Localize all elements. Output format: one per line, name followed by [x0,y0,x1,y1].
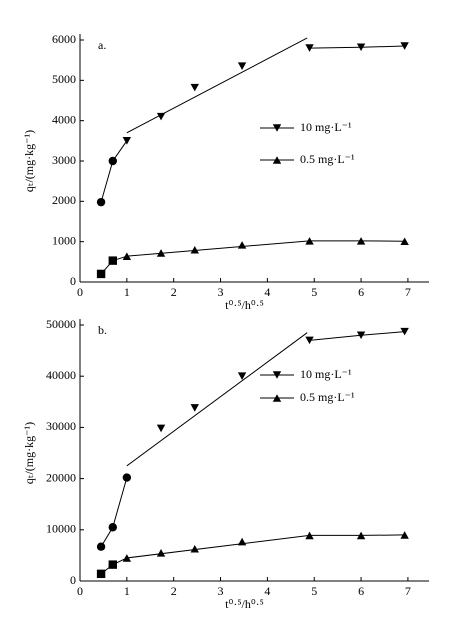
legend-marker [272,394,282,402]
data-point [190,245,199,254]
legend-label: 10 mg·L⁻¹ [300,367,352,381]
x-tick-label: 4 [264,285,270,299]
data-point [122,137,132,145]
data-point [190,83,199,92]
y-tick-label: 40000 [46,368,76,382]
data-point [108,156,117,166]
data-point [356,531,366,540]
x-tick-label: 4 [264,584,270,598]
data-point [156,424,166,433]
y-tick-label: 0 [70,573,76,587]
legend-label: 0.5 mg·L⁻¹ [300,390,355,404]
data-point [305,237,314,245]
data-point [305,44,314,52]
y-tick-label: 4000 [52,112,76,126]
y-tick-label: 10000 [46,522,76,536]
data-point [108,256,117,265]
y-axis-label: qₜ/(mg·kg⁻¹) [22,130,36,192]
x-axis-label: t⁰·⁵/h⁰·⁵ [225,298,264,312]
legend-marker [272,156,282,164]
data-point [156,112,166,121]
fit-line [309,45,405,49]
fit-line [100,477,128,547]
x-tick-label: 0 [77,584,83,598]
x-tick-label: 6 [358,285,364,299]
data-point [96,542,106,551]
data-point [237,537,247,546]
x-tick-label: 2 [171,584,177,598]
data-point [237,62,247,70]
data-point [400,42,409,50]
fit-line [126,240,405,257]
x-tick-label: 5 [311,584,317,598]
fit-line [100,140,128,203]
data-point [96,269,106,279]
data-point [122,554,132,562]
panel-label: b. [98,323,107,337]
data-point [190,404,199,412]
data-point [305,336,314,345]
data-point [356,43,366,52]
legend-label: 0.5 mg·L⁻¹ [300,152,355,166]
fit-line [309,331,405,341]
data-point [400,237,409,246]
data-point [305,531,314,540]
data-point [356,237,366,245]
x-tick-label: 3 [218,285,224,299]
x-tick-label: 7 [405,584,411,598]
y-tick-label: 3000 [52,153,76,167]
data-point [237,241,247,249]
y-tick-label: 1000 [52,233,76,247]
y-tick-label: 5000 [52,72,76,86]
legend-label: 10 mg·L⁻¹ [300,120,352,134]
data-point [122,252,132,260]
x-tick-label: 6 [358,584,364,598]
data-point [400,327,409,336]
data-point [96,569,106,579]
data-point [108,523,117,532]
data-point [156,249,166,257]
data-point [108,560,117,569]
data-point [156,549,166,557]
y-tick-label: 0 [70,274,76,288]
y-tick-label: 30000 [46,419,76,433]
x-tick-label: 5 [311,285,317,299]
data-point [190,544,199,553]
data-point [237,372,247,380]
data-point [356,331,366,340]
x-tick-label: 1 [124,285,130,299]
y-tick-label: 50000 [46,317,76,331]
fit-line [126,534,405,559]
data-point [400,531,409,539]
x-tick-label: 2 [171,285,177,299]
y-tick-label: 2000 [52,193,76,207]
y-axis-label: qₜ/(mg·kg⁻¹) [22,422,36,484]
x-axis-label: t⁰·⁵/h⁰·⁵ [225,597,264,611]
x-tick-label: 0 [77,285,83,299]
legend-marker [272,124,282,132]
y-tick-label: 6000 [52,32,76,46]
legend-marker [272,371,282,379]
y-tick-label: 20000 [46,470,76,484]
x-tick-label: 3 [218,584,224,598]
fit-line [126,37,308,134]
x-tick-label: 7 [405,285,411,299]
x-tick-label: 1 [124,584,130,598]
fit-line [126,332,308,467]
data-point [96,197,106,207]
panel-label: a. [98,38,106,52]
data-point [122,473,132,482]
